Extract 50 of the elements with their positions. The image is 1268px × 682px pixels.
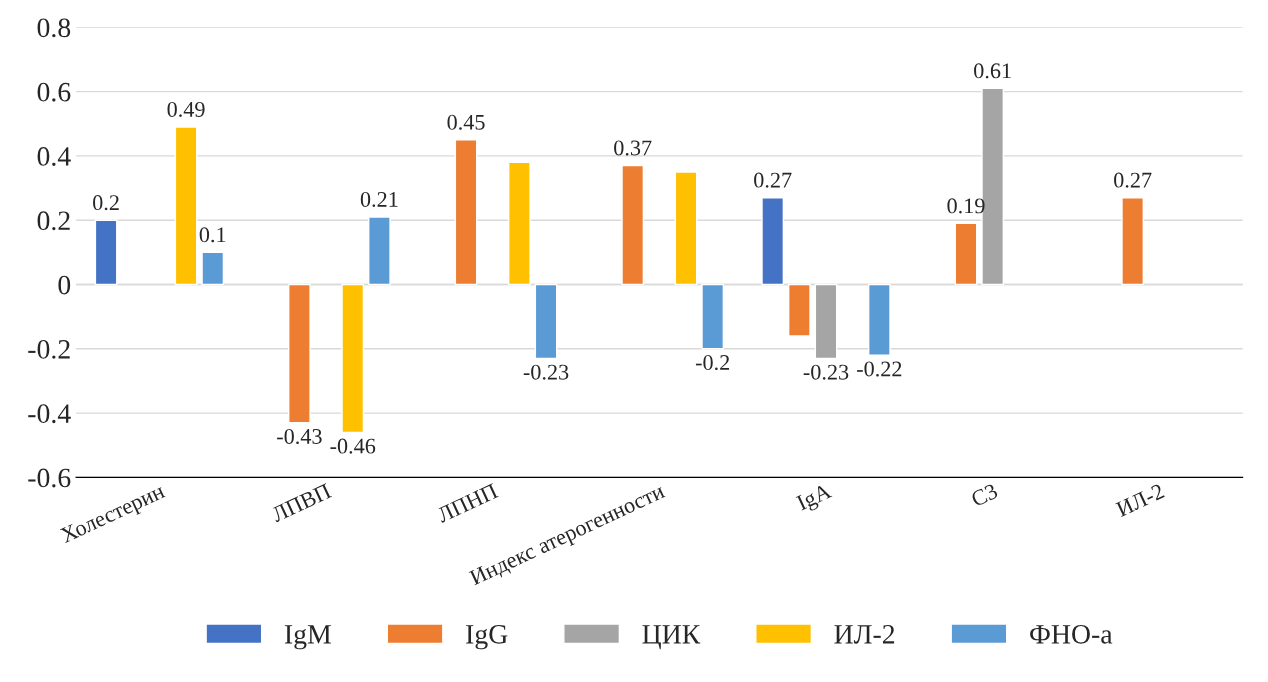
bar (368, 216, 391, 286)
y-tick-label: -0.6 (28, 468, 71, 488)
data-label: 0.27 (1114, 172, 1152, 188)
bar (1121, 196, 1145, 286)
data-label: 0.27 (754, 172, 792, 188)
bar (508, 161, 531, 286)
legend-label: IgM (284, 625, 331, 650)
data-label: 0.45 (447, 114, 485, 130)
y-tick-label: -0.4 (28, 404, 71, 424)
bar (674, 171, 698, 286)
bar (621, 164, 645, 286)
y-tick-label: 0 (58, 275, 71, 295)
data-label: 0.21 (360, 191, 398, 207)
data-label: 0.37 (614, 140, 652, 156)
y-tick-label: 0.4 (37, 147, 71, 166)
bar (814, 283, 838, 360)
data-label: 0.61 (974, 63, 1011, 79)
bar (341, 283, 365, 434)
data-label: -0.23 (523, 364, 569, 380)
legend-label: ИЛ-2 (834, 624, 895, 644)
legend-label: ФНО-а (1030, 624, 1113, 644)
bar (701, 283, 725, 350)
bar (867, 283, 891, 356)
data-label: 0.2 (93, 195, 119, 211)
x-tick-label: ИЛ-2 (1115, 483, 1165, 518)
x-tick-label: IgA (795, 482, 835, 515)
data-label: -0.2 (695, 354, 730, 371)
bar (454, 139, 478, 286)
data-label: -0.43 (277, 428, 322, 445)
data-label: 0.1 (199, 227, 226, 243)
y-tick-label: -0.2 (28, 339, 70, 359)
bar (288, 283, 311, 424)
data-label: -0.46 (330, 438, 376, 454)
data-label: -0.23 (803, 364, 849, 380)
y-tick-label: 0.8 (37, 18, 71, 38)
bar (761, 196, 785, 286)
bar (954, 222, 978, 286)
x-tick-label: C3 (970, 483, 999, 508)
bar (94, 219, 118, 286)
data-label: 0.49 (167, 101, 205, 117)
y-tick-label: 0.2 (37, 211, 70, 231)
bar (787, 283, 811, 337)
legend-label: ЦИК (642, 625, 701, 650)
bar (174, 126, 198, 286)
data-label: -0.22 (857, 361, 902, 377)
data-label: 0.19 (947, 198, 985, 214)
legend-label: IgG (466, 624, 508, 650)
bar (534, 283, 558, 360)
y-tick-label: 0.6 (37, 82, 71, 102)
bar (201, 251, 225, 286)
